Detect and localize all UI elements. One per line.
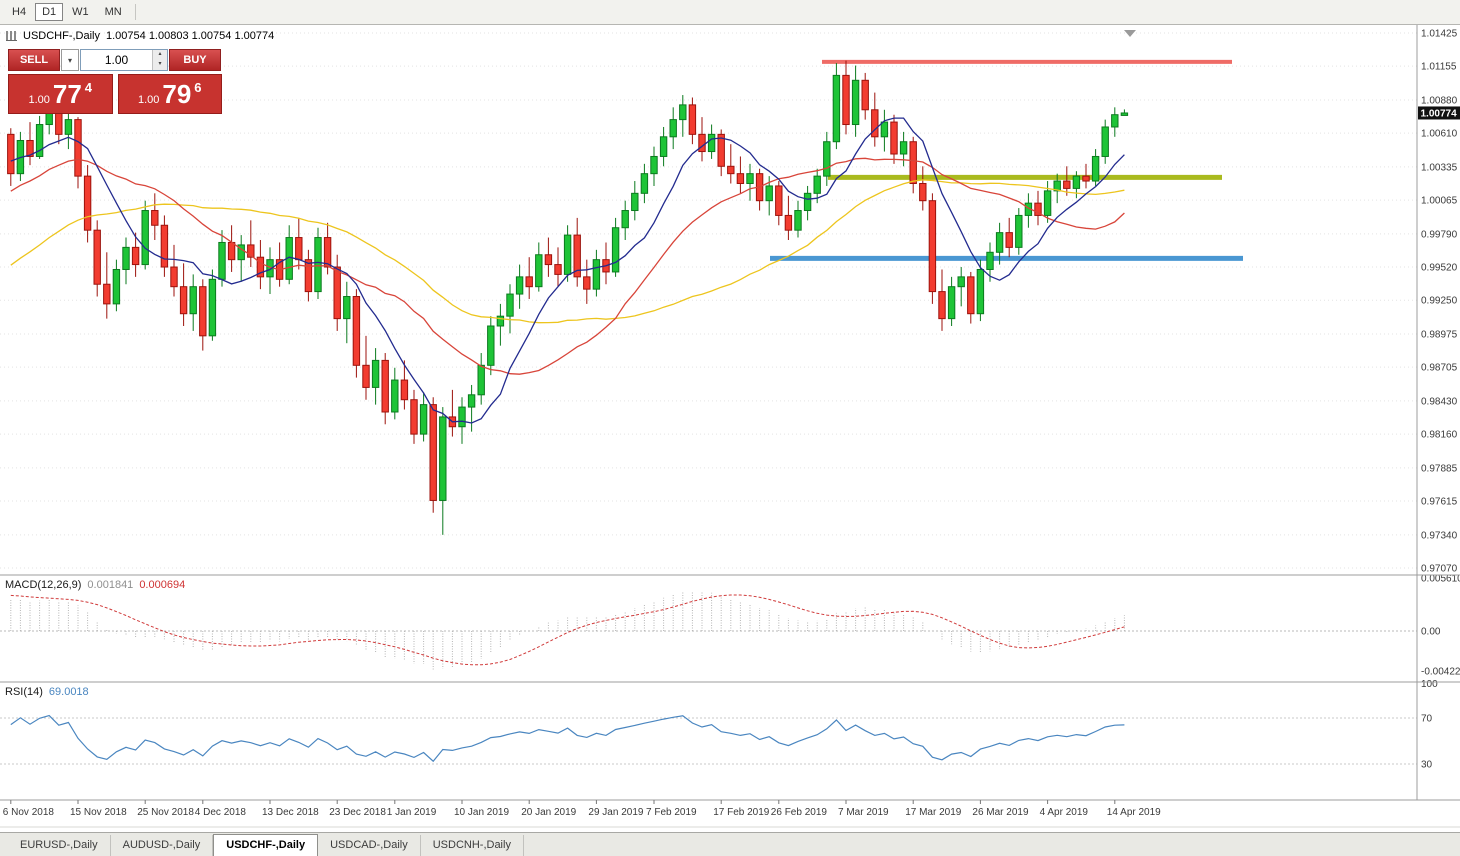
volume-input[interactable]: [81, 50, 152, 70]
svg-text:1.00610: 1.00610: [1421, 129, 1458, 140]
chart-canvas[interactable]: 1.014251.011551.008801.006101.003351.000…: [0, 25, 1460, 832]
svg-text:30: 30: [1421, 760, 1433, 771]
chart-title: USDCHF-,Daily 1.00754 1.00803 1.00754 1.…: [6, 30, 274, 42]
svg-text:6 Nov 2018: 6 Nov 2018: [3, 807, 55, 818]
svg-text:1.00774: 1.00774: [1421, 108, 1458, 119]
chart-symbol-period: USDCHF-,Daily: [23, 30, 100, 42]
svg-text:10 Jan 2019: 10 Jan 2019: [454, 807, 509, 818]
svg-text:1.01425: 1.01425: [1421, 29, 1458, 40]
svg-text:0.99520: 0.99520: [1421, 263, 1458, 274]
svg-text:20 Jan 2019: 20 Jan 2019: [521, 807, 576, 818]
svg-text:17 Feb 2019: 17 Feb 2019: [713, 807, 770, 818]
svg-text:0.99250: 0.99250: [1421, 296, 1458, 307]
trade-controls-row: SELL ▾ ▴ ▾ BUY: [8, 49, 222, 71]
rsi-indicator-label: RSI(14) 69.0018: [5, 686, 89, 698]
svg-text:29 Jan 2019: 29 Jan 2019: [588, 807, 643, 818]
timeframe-button-w1[interactable]: W1: [72, 6, 89, 18]
svg-text:15 Nov 2018: 15 Nov 2018: [70, 807, 127, 818]
volume-decrement-button[interactable]: ▾: [153, 60, 167, 70]
tab-audusd[interactable]: AUDUSD-,Daily: [111, 835, 214, 856]
svg-text:0.99790: 0.99790: [1421, 229, 1458, 240]
svg-text:0.97340: 0.97340: [1421, 530, 1458, 541]
svg-text:1.00065: 1.00065: [1421, 196, 1458, 207]
sell-price-button[interactable]: 1.00 77 4: [8, 74, 113, 114]
svg-text:23 Dec 2018: 23 Dec 2018: [329, 807, 386, 818]
svg-text:14 Apr 2019: 14 Apr 2019: [1107, 807, 1161, 818]
svg-text:-0.004226: -0.004226: [1421, 666, 1460, 677]
svg-text:1.00880: 1.00880: [1421, 95, 1458, 106]
svg-text:0.98705: 0.98705: [1421, 363, 1458, 374]
svg-text:0.005610: 0.005610: [1421, 573, 1460, 584]
svg-text:26 Mar 2019: 26 Mar 2019: [972, 807, 1029, 818]
toolbar-divider: [134, 4, 136, 20]
svg-text:4 Dec 2018: 4 Dec 2018: [195, 807, 247, 818]
svg-text:100: 100: [1421, 679, 1438, 690]
rsi-value: 69.0018: [48, 686, 89, 698]
volume-dropdown[interactable]: ▾: [61, 49, 79, 71]
buy-price-pip: 6: [194, 80, 202, 95]
svg-text:7 Mar 2019: 7 Mar 2019: [838, 807, 889, 818]
svg-text:0.00: 0.00: [1421, 627, 1441, 638]
timeframe-button-mn[interactable]: MN: [104, 6, 122, 18]
sell-price-big: 77: [52, 79, 82, 109]
buy-price-button[interactable]: 1.00 79 6: [117, 74, 222, 114]
macd-signal-value: 0.000694: [139, 579, 186, 591]
sell-price-pip: 4: [84, 80, 93, 95]
svg-text:0.97070: 0.97070: [1421, 564, 1458, 575]
svg-text:0.98975: 0.98975: [1421, 329, 1458, 340]
one-click-trading-panel: SELL ▾ ▴ ▾ BUY 1.00 77 4 1.00 79: [8, 49, 222, 114]
tab-usdcnh[interactable]: USDCNH-,Daily: [421, 835, 524, 856]
svg-text:70: 70: [1421, 714, 1433, 725]
chart-tabbar: EURUSD-,Daily AUDUSD-,Daily USDCHF-,Daily U…: [0, 832, 1460, 856]
volume-field: ▴ ▾: [80, 49, 168, 71]
svg-text:0.98160: 0.98160: [1421, 430, 1458, 441]
chevron-down-icon: ▾: [67, 55, 72, 65]
volume-spinner: ▴ ▾: [152, 50, 167, 70]
svg-text:25 Nov 2018: 25 Nov 2018: [137, 807, 194, 818]
svg-text:1.01155: 1.01155: [1421, 62, 1457, 73]
sell-price-prefix: 1.00: [28, 94, 50, 106]
svg-text:4 Apr 2019: 4 Apr 2019: [1040, 807, 1089, 818]
tab-eurusd[interactable]: EURUSD-,Daily: [8, 835, 111, 856]
svg-text:13 Dec 2018: 13 Dec 2018: [262, 807, 319, 818]
timeframe-button-h4[interactable]: H4: [12, 6, 27, 18]
svg-text:0.97615: 0.97615: [1421, 497, 1458, 508]
tab-usdcad[interactable]: USDCAD-,Daily: [318, 835, 421, 856]
sell-button[interactable]: SELL: [8, 49, 60, 71]
svg-text:1.00335: 1.00335: [1421, 162, 1458, 173]
rsi-name: RSI(14): [5, 686, 43, 698]
svg-text:1 Jan 2019: 1 Jan 2019: [387, 807, 437, 818]
volume-increment-button[interactable]: ▴: [153, 50, 167, 60]
macd-main-value: 0.001841: [87, 579, 134, 591]
timeframe-toolbar: H4 D1 W1 MN: [0, 0, 1460, 25]
svg-text:26 Feb 2019: 26 Feb 2019: [771, 807, 828, 818]
chart-icon: [6, 31, 17, 41]
trade-prices-row: 1.00 77 4 1.00 79 6: [8, 74, 222, 114]
chart-ohlc-values: 1.00754 1.00803 1.00754 1.00774: [106, 30, 275, 42]
tab-usdchf[interactable]: USDCHF-,Daily: [213, 834, 319, 856]
macd-name: MACD(12,26,9): [5, 579, 82, 591]
timeframe-button-d1[interactable]: D1: [35, 3, 64, 21]
macd-indicator-label: MACD(12,26,9) 0.001841 0.000694: [5, 579, 185, 591]
svg-text:0.97885: 0.97885: [1421, 463, 1458, 474]
buy-price-prefix: 1.00: [137, 94, 160, 106]
buy-button[interactable]: BUY: [169, 49, 221, 71]
svg-text:7 Feb 2019: 7 Feb 2019: [646, 807, 697, 818]
buy-price-big: 79: [162, 79, 192, 109]
svg-text:17 Mar 2019: 17 Mar 2019: [905, 807, 962, 818]
svg-text:0.98430: 0.98430: [1421, 396, 1458, 407]
